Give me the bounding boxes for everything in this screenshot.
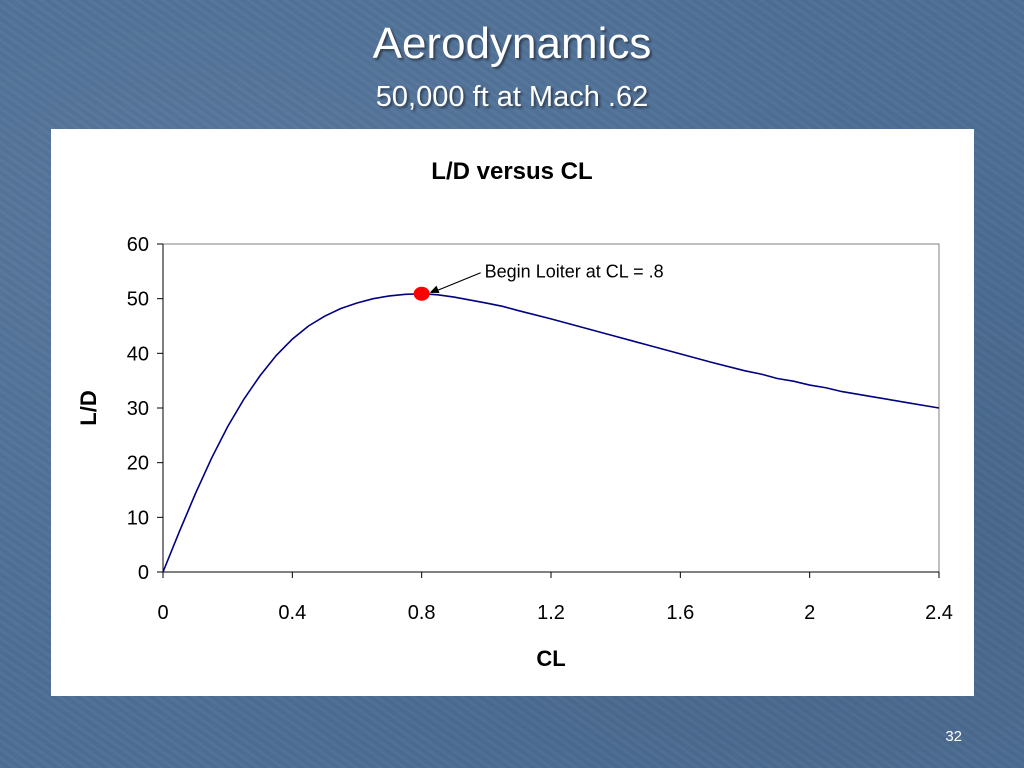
slide-subtitle: 50,000 ft at Mach .62	[375, 81, 649, 113]
axes: 0 10 20 30 40 50 60 0 0.4 0.8 1.2 1.6 2 2.4	[127, 234, 953, 624]
ld-curve	[162, 292, 940, 573]
y-tick-label: 30	[127, 398, 149, 420]
x-tick-label: 2.4	[925, 602, 953, 624]
x-tick-label: 0.4	[278, 602, 306, 624]
x-axis-label: CL	[536, 646, 565, 671]
annotation-arrow	[431, 272, 481, 294]
x-tick-label: 1.2	[537, 602, 565, 624]
y-axis-label: L/D	[76, 390, 101, 425]
x-tick-label: 1.6	[666, 602, 694, 624]
y-tick-label: 60	[127, 234, 149, 256]
chart-title: L/D versus CL	[431, 158, 592, 185]
chart-panel: L/D versus CL 0 10 20 30 40 50 60 0 0.4 0.8 1.2 1.6…	[51, 129, 974, 696]
y-tick-label: 20	[127, 453, 149, 475]
x-tick-label: 2	[804, 602, 815, 624]
ld-versus-cl-chart: L/D versus CL 0 10 20 30 40 50 60 0 0.4 0.8 1.2 1.6…	[76, 158, 953, 671]
y-tick-label: 10	[127, 507, 149, 529]
plot-area	[162, 243, 940, 573]
y-tick-label: 40	[127, 343, 149, 365]
x-tick-label: 0.8	[408, 602, 436, 624]
y-tick-label: 50	[127, 289, 149, 311]
y-tick-label: 0	[138, 562, 149, 584]
page-number: 32	[945, 728, 962, 745]
annotation-label: Begin Loiter at CL = .8	[485, 262, 664, 282]
annotation-arrowhead	[429, 285, 440, 294]
begin-loiter-marker	[413, 286, 430, 301]
x-tick-label: 0	[157, 602, 168, 624]
slide-title: Aerodynamics	[372, 19, 652, 68]
